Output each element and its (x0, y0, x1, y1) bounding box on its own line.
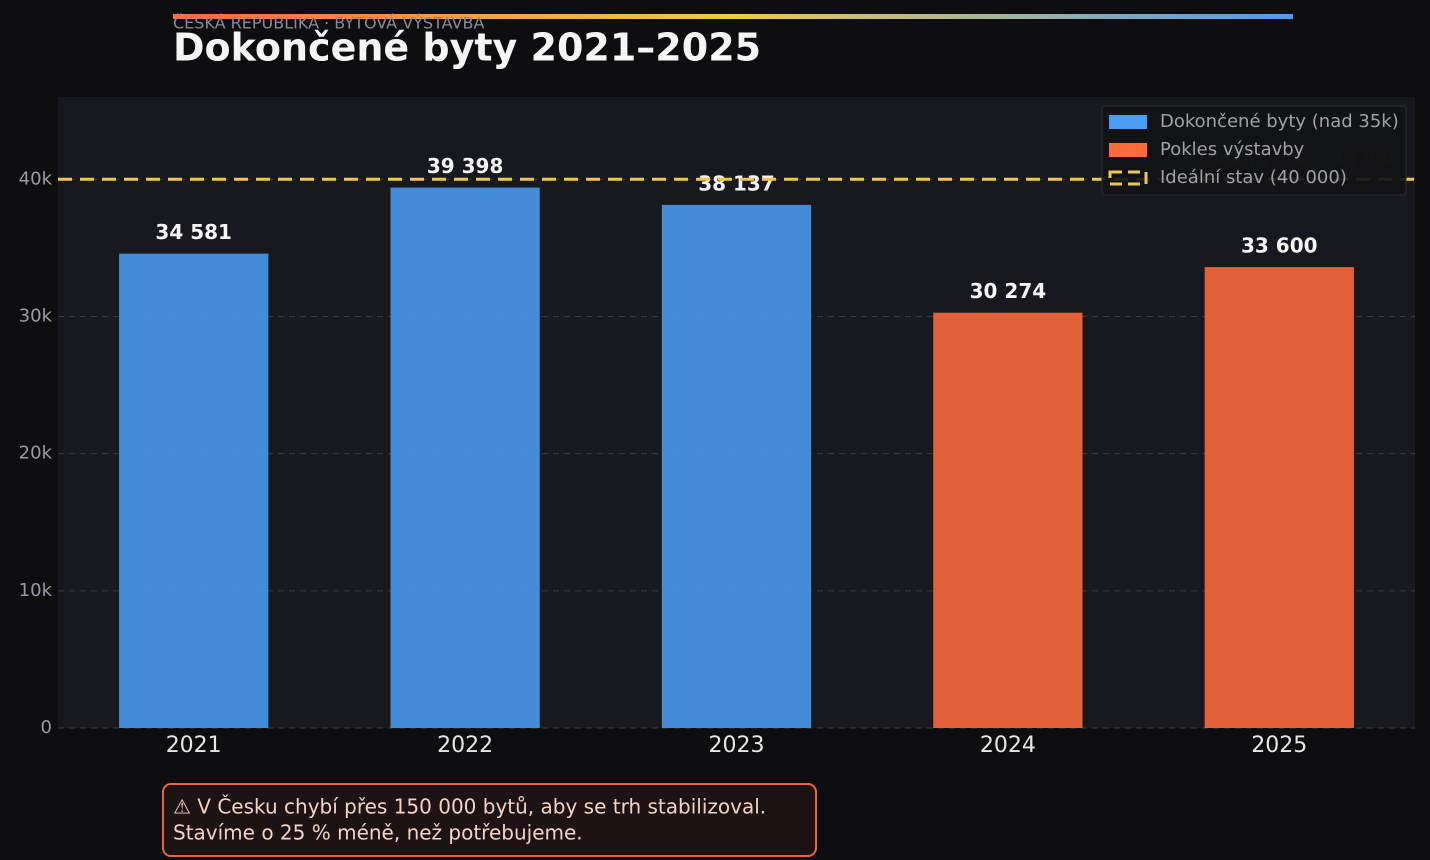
legend-box (1101, 105, 1407, 196)
bar (661, 204, 812, 728)
legend-label: Dokončené byty (nad 35k) (1160, 111, 1399, 132)
legend-label: Ideální stav (40 000) (1160, 167, 1347, 188)
chart-subtitle: ČESKÁ REPUBLIKA · BYTOVÁ VÝSTAVBA (173, 14, 484, 33)
data-label: 38 137 (698, 171, 775, 195)
y-tick-label: 30k (19, 305, 53, 326)
x-tick-label: 2025 (1251, 733, 1307, 758)
x-tick-label: 2021 (166, 733, 222, 758)
data-label: 34 581 (155, 220, 232, 244)
legend-swatch (1109, 115, 1147, 129)
legend-label: Pokles výstavby (1160, 139, 1305, 160)
bar (1204, 267, 1354, 728)
data-label: 39 398 (427, 154, 504, 178)
chart-title: Dokončené byty 2021–2025 (173, 26, 761, 70)
header-accent (173, 14, 1293, 19)
y-tick-label: 40k (19, 168, 53, 189)
note-line: ⚠ V Česku chybí přes 150 000 bytů, aby s… (173, 795, 766, 819)
x-tick-label: 2024 (980, 733, 1036, 758)
y-tick-label: 20k (19, 443, 53, 464)
x-tick-label: 2022 (437, 733, 493, 758)
note-box (162, 783, 817, 857)
data-label: 33 600 (1241, 234, 1318, 258)
data-label: 30 274 (970, 279, 1047, 303)
y-tick-label: 0 (41, 717, 52, 738)
legend-swatch (1108, 170, 1148, 186)
note-line: Stavíme o 25 % méně, než potřebujeme. (173, 821, 583, 845)
y-tick-label: 10k (19, 580, 53, 601)
legend-swatch (1109, 143, 1147, 157)
x-tick-label: 2023 (709, 733, 765, 758)
bar (390, 187, 540, 729)
bar (933, 312, 1083, 728)
bar (119, 253, 269, 728)
